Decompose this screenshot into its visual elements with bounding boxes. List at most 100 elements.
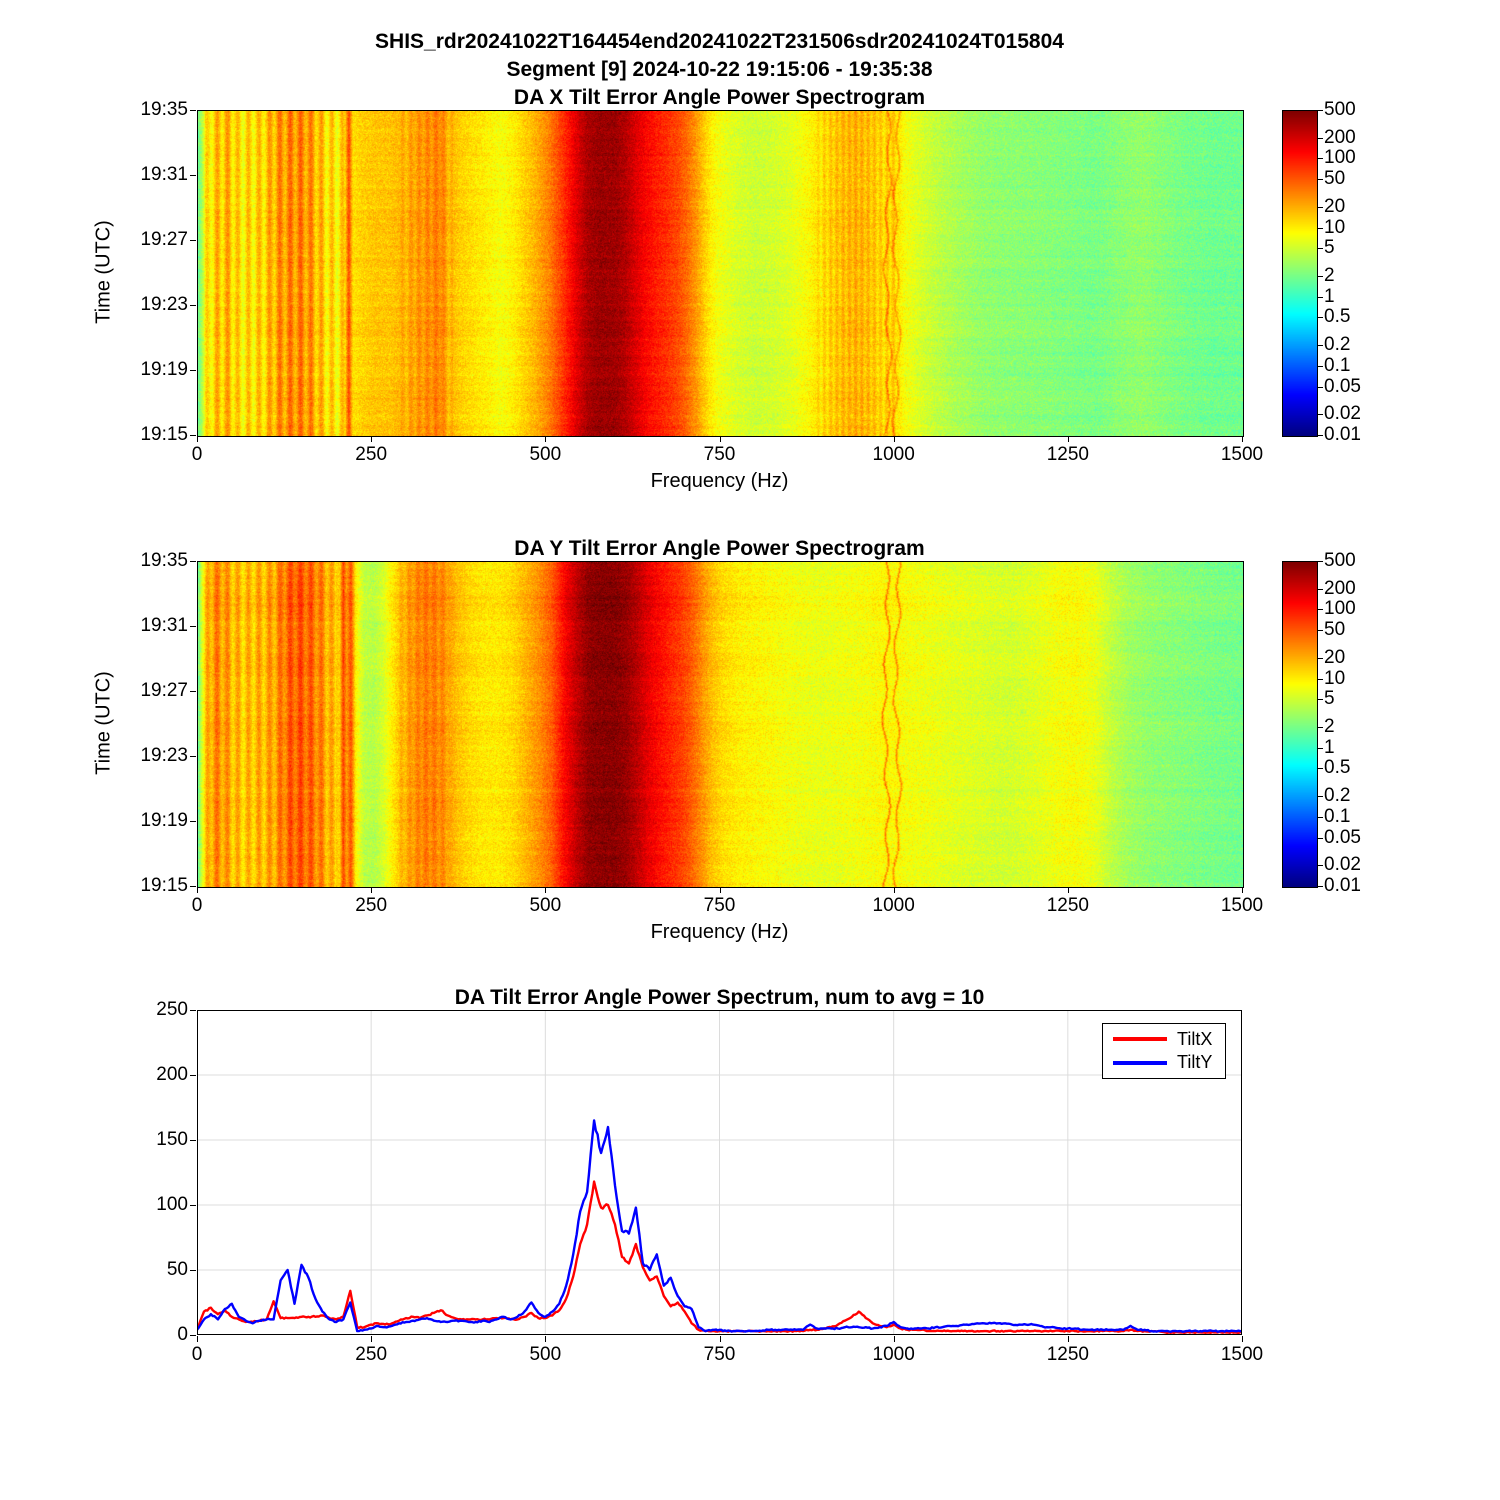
colorbar-tick-label: 100: [1324, 147, 1356, 169]
colorbar-tick-label: 0.05: [1324, 375, 1361, 397]
axes-box: [197, 1010, 1242, 1335]
colorbar-tick-label: 0.5: [1324, 306, 1351, 328]
power-tick-label: 250: [156, 999, 188, 1020]
tick-mark: [1318, 276, 1323, 277]
tick-mark: [190, 240, 196, 241]
tick-mark: [190, 175, 196, 176]
frequency-tick-label: 0: [191, 895, 203, 916]
tick-mark: [1318, 609, 1323, 610]
frequency-tick-label: 0: [191, 444, 203, 465]
tick-mark: [190, 1140, 196, 1141]
tick-mark: [190, 821, 196, 822]
colorbar-tick-label: 0.5: [1324, 757, 1351, 779]
colorbar-tick-label: 100: [1324, 598, 1356, 620]
time-tick-label: 19:15: [140, 424, 188, 445]
tick-mark: [190, 435, 196, 436]
tick-mark: [1068, 436, 1069, 442]
colorbar-tick-label: 0.01: [1324, 875, 1361, 896]
frequency-tick-label: 1500: [1220, 895, 1264, 916]
tick-mark: [545, 1336, 546, 1342]
colorbar-tick-label: 20: [1324, 195, 1346, 217]
legend: TiltX TiltY: [1102, 1023, 1226, 1079]
colorbar-tick-label: 5: [1324, 237, 1335, 259]
tick-mark: [190, 1010, 196, 1011]
tick-mark: [190, 1075, 196, 1076]
tick-mark: [1318, 658, 1323, 659]
tick-mark: [190, 1270, 196, 1271]
colorbar-tick-label: 20: [1324, 646, 1346, 668]
colorbar-tick-label: 0.05: [1324, 826, 1361, 848]
tick-mark: [894, 1336, 895, 1342]
spectrogram-y-heatmap: [197, 561, 1244, 888]
colorbar-tick-label: 1: [1324, 736, 1335, 758]
frequency-tick-label: 750: [703, 895, 736, 916]
power-tick-label: 0: [177, 1324, 188, 1345]
tick-mark: [1318, 727, 1323, 728]
tick-mark: [371, 1336, 372, 1342]
tick-mark: [1318, 228, 1323, 229]
frequency-tick-label: 750: [703, 1344, 736, 1365]
tick-mark: [1318, 865, 1323, 866]
tick-mark: [1318, 138, 1323, 139]
colorbar-tick-label: 50: [1324, 168, 1346, 190]
frequency-tick-label: 500: [529, 1344, 562, 1365]
frequency-tick-label: 1500: [1220, 444, 1264, 465]
time-tick-label: 19:23: [140, 745, 188, 766]
tilty-line: [197, 1119, 1242, 1333]
frequency-tick-label: 1250: [1046, 1344, 1089, 1365]
tick-mark: [1318, 699, 1323, 700]
colorbar-x: [1282, 110, 1318, 437]
frequency-tick-label: 1000: [872, 895, 915, 916]
tick-mark: [1318, 561, 1323, 562]
colorbar-tick-label: 200: [1324, 126, 1356, 148]
tick-mark: [1318, 589, 1323, 590]
tick-mark: [197, 436, 198, 442]
frequency-tick-label: 1250: [1046, 895, 1089, 916]
tick-mark: [1242, 436, 1243, 442]
tick-mark: [1318, 838, 1323, 839]
frequency-tick-label: 500: [529, 444, 562, 465]
tick-mark: [1318, 679, 1323, 680]
tick-mark: [1318, 207, 1323, 208]
legend-row-tiltx: TiltX: [1113, 1029, 1215, 1050]
colorbar-tick-label: 0.02: [1324, 403, 1361, 425]
colorbar-y: [1282, 561, 1318, 888]
tick-mark: [190, 561, 196, 562]
frequency-tick-label: 250: [355, 444, 388, 465]
tick-mark: [190, 886, 196, 887]
colorbar-tick-label: 10: [1324, 667, 1346, 689]
time-tick-label: 19:35: [140, 99, 188, 120]
power-tick-label: 150: [156, 1129, 188, 1150]
figure-title: SHIS_rdr20241022T164454end20241022T23150…: [375, 30, 1064, 53]
time-tick-label: 19:15: [140, 875, 188, 896]
colorbar-tick-label: 500: [1324, 99, 1356, 120]
tiltx-line: [197, 1180, 1242, 1335]
frequency-tick-label: 250: [355, 895, 388, 916]
tick-mark: [1318, 248, 1323, 249]
tick-mark: [1318, 748, 1323, 749]
tick-mark: [1318, 817, 1323, 818]
power-spectrum-title: DA Tilt Error Angle Power Spectrum, num …: [454, 986, 985, 1009]
colorbar-tick-label: 0.02: [1324, 854, 1361, 876]
legend-row-tilty: TiltY: [1113, 1052, 1215, 1073]
colorbar-tick-label: 0.1: [1324, 805, 1351, 827]
colorbar-tick-label: 0.2: [1324, 334, 1351, 355]
power-tick-label: 100: [156, 1194, 188, 1215]
tick-mark: [1318, 796, 1323, 797]
spectrogram-y-title: DA Y Tilt Error Angle Power Spectrogram: [514, 537, 925, 560]
tick-mark: [190, 1205, 196, 1206]
tick-mark: [190, 691, 196, 692]
spectrogram-y-ylabel: Time (UTC): [92, 671, 115, 775]
spectrogram-y-xlabel: Frequency (Hz): [650, 921, 789, 943]
tick-mark: [190, 305, 196, 306]
tick-mark: [1318, 414, 1323, 415]
colorbar-tick-label: 5: [1324, 688, 1335, 710]
tick-mark: [197, 1336, 198, 1342]
tilty-line-sample: [1113, 1060, 1167, 1065]
time-tick-label: 19:31: [140, 615, 188, 636]
frequency-tick-label: 0: [191, 1344, 203, 1365]
spectrogram-x-ylabel: Time (UTC): [92, 220, 115, 324]
power-tick-label: 50: [166, 1259, 188, 1280]
figure-subtitle: Segment [9] 2024-10-22 19:15:06 - 19:35:…: [506, 58, 933, 81]
